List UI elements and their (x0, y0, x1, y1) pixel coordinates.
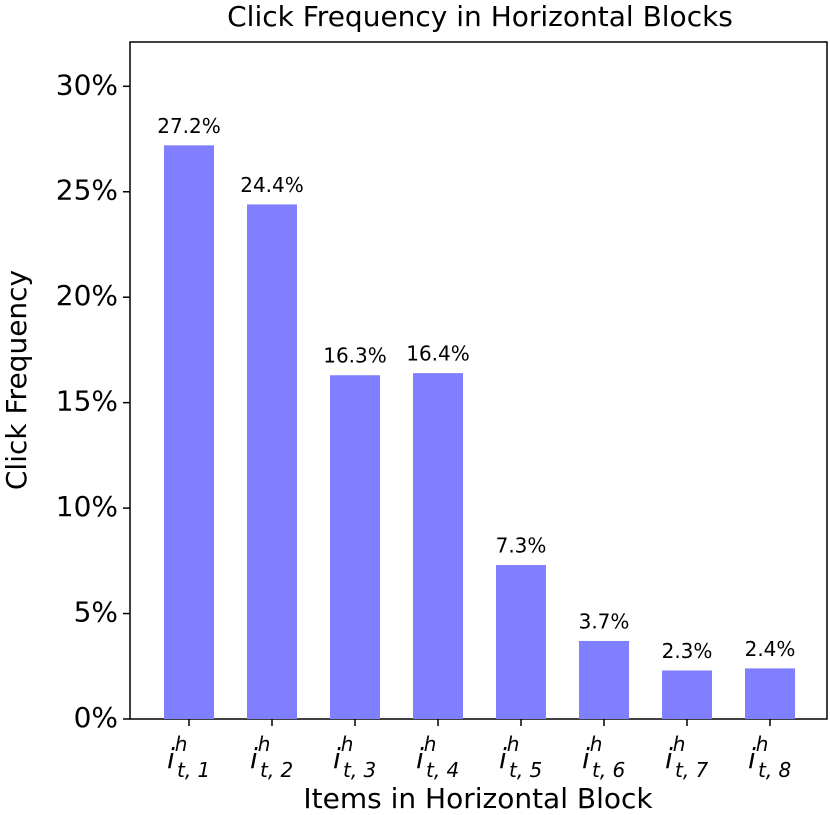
y-tick-label: 20% (56, 279, 118, 312)
category-sub: t, 3 (343, 758, 376, 782)
category-base: i (748, 742, 756, 775)
bar (247, 204, 297, 720)
y-tick-label: 10% (56, 490, 118, 523)
bar (413, 373, 463, 719)
category-sup: h (424, 732, 437, 756)
bar (330, 375, 380, 719)
plot-frame (129, 41, 828, 720)
category-sub: t, 2 (260, 758, 293, 782)
y-tick-label: 25% (56, 174, 118, 207)
y-tick-label: 5% (74, 596, 118, 629)
category-base: i (582, 742, 590, 775)
y-tick-label: 15% (56, 385, 118, 418)
bar (164, 145, 214, 720)
category-sup: h (258, 732, 271, 756)
x-tick-label: ih t, 6 (582, 732, 625, 782)
category-sub: t, 1 (177, 758, 210, 782)
x-tick-label: ih t, 1 (167, 732, 210, 782)
category-sub: t, 4 (426, 758, 459, 782)
category-base: i (333, 742, 341, 775)
category-base: i (416, 742, 424, 775)
category-sup: h (590, 732, 603, 756)
y-axis-label: Click Frequency (0, 270, 33, 490)
x-tick-label: ih t, 5 (499, 732, 542, 782)
category-base: i (250, 742, 258, 775)
chart-title: Click Frequency in Horizontal Blocks (227, 0, 733, 33)
category-sup: h (756, 732, 769, 756)
value-label: 7.3% (496, 534, 547, 558)
x-tick-label: ih t, 4 (416, 732, 459, 782)
value-label: 2.3% (662, 639, 713, 663)
category-sup: h (507, 732, 520, 756)
bar (745, 668, 795, 719)
category-sub: t, 6 (592, 758, 625, 782)
bar (579, 640, 629, 719)
category-sub: t, 5 (509, 758, 542, 782)
category-sup: h (175, 732, 188, 756)
x-axis-label: Items in Horizontal Block (303, 782, 653, 815)
category-base: i (665, 742, 673, 775)
value-label: 3.7% (579, 609, 630, 633)
category-sub: t, 8 (758, 758, 791, 782)
category-base: i (499, 742, 507, 775)
category-sup: h (673, 732, 686, 756)
x-tick-label: ih t, 2 (250, 732, 293, 782)
y-tick-label: 0% (74, 701, 118, 734)
value-label: 27.2% (157, 114, 221, 138)
category-sup: h (341, 732, 354, 756)
category-sub: t, 7 (675, 758, 709, 782)
x-tick-label: ih t, 3 (333, 732, 376, 782)
value-label: 2.4% (745, 637, 796, 661)
bar (662, 670, 712, 719)
y-tick-label: 30% (56, 68, 118, 101)
x-tick-label: ih t, 7 (665, 732, 709, 782)
bar (496, 565, 546, 719)
value-label: 16.3% (323, 344, 387, 368)
value-label: 24.4% (240, 173, 304, 197)
category-base: i (167, 742, 175, 775)
value-label: 16.4% (406, 342, 470, 366)
x-tick-label: ih t, 8 (748, 732, 791, 782)
